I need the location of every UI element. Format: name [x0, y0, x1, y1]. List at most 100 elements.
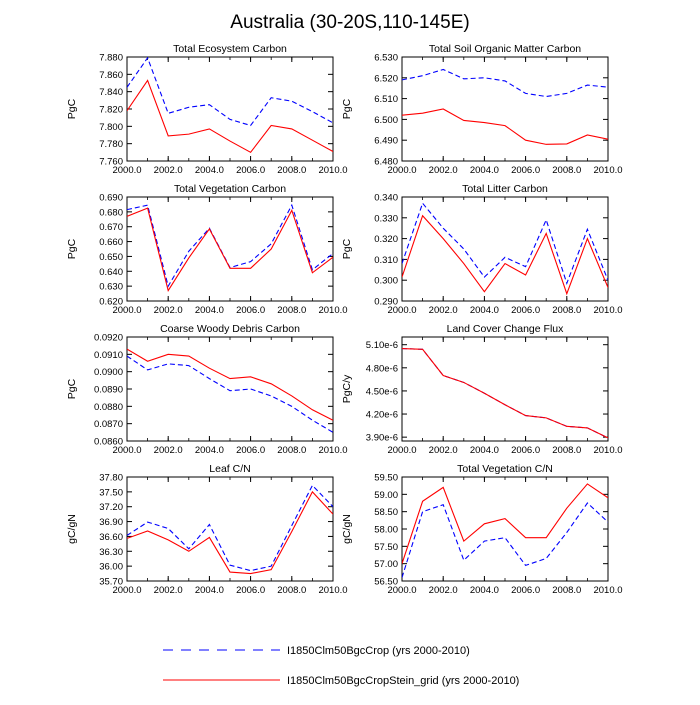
series-line-1: [402, 202, 608, 285]
y-tick-label: 37.20: [99, 502, 123, 513]
x-tick-label: 2000.0: [112, 165, 141, 176]
y-tick-label: 0.650: [99, 252, 123, 263]
y-tick-label: 0.310: [374, 255, 398, 266]
x-tick-label: 2010.0: [593, 585, 622, 596]
y-tick-label: 6.510: [374, 94, 398, 105]
x-tick-label: 2002.0: [154, 305, 183, 316]
panel-2: Total Soil Organic Matter Carbon PgC 2000.…: [341, 43, 623, 176]
x-tick-label: 2000.0: [112, 585, 141, 596]
x-tick-label: 2002.0: [154, 165, 183, 176]
x-tick-label: 2004.0: [195, 305, 224, 316]
plot-frame: [401, 56, 609, 162]
y-tick-label: 7.760: [99, 157, 123, 168]
y-tick-label: 7.860: [99, 70, 123, 81]
y-tick-label: 0.0860: [94, 437, 123, 448]
y-tick-label: 7.820: [99, 105, 123, 116]
x-tick-label: 2002.0: [429, 585, 458, 596]
y-tick-label: 59.00: [374, 490, 398, 501]
y-tick-label: 57.50: [374, 542, 398, 553]
y-tick-label: 35.70: [99, 577, 123, 588]
series-line-2: [402, 483, 608, 564]
y-tick-label: 0.660: [99, 237, 123, 248]
x-tick-label: 2010.0: [593, 445, 622, 456]
y-tick-label: 0.290: [374, 297, 398, 308]
y-axis-label: PgC: [66, 98, 78, 119]
x-tick-label: 2006.0: [236, 305, 265, 316]
y-tick-label: 6.490: [374, 136, 398, 147]
series-line-1: [127, 203, 333, 288]
y-tick-label: 4.80e-6: [366, 363, 398, 374]
y-tick-label: 6.520: [374, 73, 398, 84]
x-tick-label: 2000.0: [387, 445, 416, 456]
panel-4: Total Litter Carbon PgC 2000.0 2002.0 2004.0…: [341, 183, 623, 316]
y-tick-label: 58.00: [374, 525, 398, 536]
y-tick-label: 0.0900: [94, 367, 123, 378]
x-tick-label: 2004.0: [470, 585, 499, 596]
y-axis-label: PgC/y: [341, 374, 353, 403]
legend-label: I1850Clm50BgcCrop (yrs 2000-2010): [287, 645, 470, 657]
y-axis-label: PgC: [66, 238, 78, 259]
panel-title: Land Cover Change Flux: [447, 323, 564, 335]
y-tick-label: 7.880: [99, 53, 123, 64]
y-axis-label: gC/gN: [66, 514, 78, 544]
x-tick-label: 2006.0: [236, 445, 265, 456]
x-tick-label: 2004.0: [195, 165, 224, 176]
panels: Total Ecosystem Carbon PgC 2000.0 2002.0 200…: [66, 43, 623, 596]
panel-1: Total Ecosystem Carbon PgC 2000.0 2002.0 200…: [66, 43, 348, 176]
panel-title: Total Litter Carbon: [462, 183, 548, 195]
series-line-2: [127, 348, 333, 421]
legend: I1850Clm50BgcCrop (yrs 2000-2010) I1850Cl…: [163, 645, 519, 687]
panel-title: Total Vegetation C/N: [457, 463, 553, 475]
y-tick-label: 37.80: [99, 473, 123, 484]
plot-frame: [401, 476, 609, 582]
panel-title: Coarse Woody Debris Carbon: [160, 323, 300, 335]
figure-title: Australia (30-20S,110-145E): [230, 12, 469, 33]
x-tick-label: 2000.0: [387, 305, 416, 316]
legend-item-1: I1850Clm50BgcCrop (yrs 2000-2010): [163, 645, 470, 657]
series-line-1: [127, 57, 333, 127]
x-tick-label: 2006.0: [236, 585, 265, 596]
x-tick-label: 2002.0: [429, 445, 458, 456]
y-tick-label: 4.50e-6: [366, 386, 398, 397]
x-tick-label: 2006.0: [511, 585, 540, 596]
y-tick-label: 57.00: [374, 559, 398, 570]
x-tick-label: 2004.0: [195, 445, 224, 456]
x-tick-label: 2004.0: [470, 445, 499, 456]
y-axis-label: PgC: [341, 238, 353, 259]
x-tick-label: 2006.0: [511, 305, 540, 316]
y-tick-label: 36.30: [99, 547, 123, 558]
x-tick-label: 2006.0: [511, 165, 540, 176]
y-tick-label: 0.680: [99, 207, 123, 218]
x-tick-label: 2000.0: [112, 305, 141, 316]
y-tick-label: 3.90e-6: [366, 433, 398, 444]
y-tick-label: 0.300: [374, 276, 398, 287]
y-axis-label: gC/gN: [341, 514, 353, 544]
legend-item-2: I1850Clm50BgcCropStein_grid (yrs 2000-20…: [163, 675, 519, 687]
y-tick-label: 0.330: [374, 213, 398, 224]
x-tick-label: 2002.0: [154, 585, 183, 596]
x-tick-label: 2004.0: [470, 305, 499, 316]
y-tick-label: 56.50: [374, 577, 398, 588]
y-tick-label: 36.00: [99, 562, 123, 573]
x-tick-label: 2010.0: [318, 585, 347, 596]
y-tick-label: 0.640: [99, 267, 123, 278]
series-line-2: [402, 108, 608, 145]
y-tick-label: 36.60: [99, 532, 123, 543]
y-tick-label: 0.0880: [94, 402, 123, 413]
series-line-2: [402, 348, 608, 439]
panel-title: Leaf C/N: [209, 463, 250, 475]
y-axis-label: PgC: [341, 98, 353, 119]
x-tick-label: 2008.0: [552, 165, 581, 176]
x-tick-label: 2008.0: [552, 445, 581, 456]
y-tick-label: 0.0920: [94, 333, 123, 344]
series-line-1: [402, 68, 608, 98]
x-tick-label: 2004.0: [470, 165, 499, 176]
plot-frame: [401, 196, 609, 302]
x-tick-label: 2010.0: [318, 445, 347, 456]
series-line-1: [127, 484, 333, 572]
x-tick-label: 2006.0: [236, 165, 265, 176]
plot-frame: [401, 336, 609, 442]
y-tick-label: 0.670: [99, 222, 123, 233]
panel-8: Total Vegetation C/N gC/gN 2000.0 2002.0 200…: [341, 463, 623, 596]
